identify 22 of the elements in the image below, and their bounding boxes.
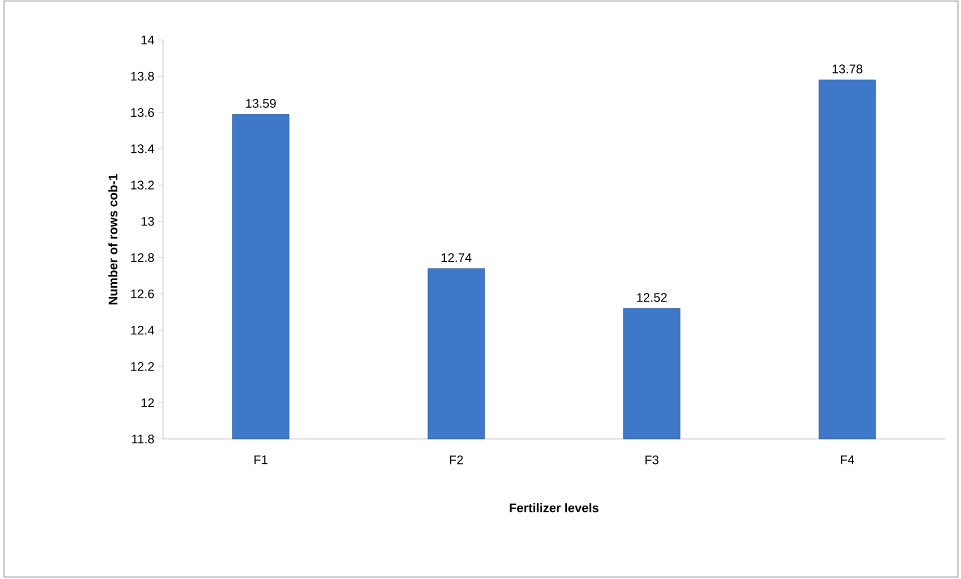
y-tick-label: 12 <box>142 398 154 408</box>
x-tick-label: F4 <box>841 456 854 464</box>
y-tick-label: 13.4 <box>131 144 154 154</box>
y-tick-label: 13.6 <box>131 108 154 117</box>
y-tick-label: 12.8 <box>131 253 154 262</box>
y-tick-label: 13.2 <box>131 180 154 190</box>
y-tick-label: 12.4 <box>131 326 154 335</box>
y-tick-label: 13 <box>142 216 154 226</box>
y-tick-label: 11.8 <box>132 434 154 444</box>
data-label: 13.78 <box>832 64 862 74</box>
data-label: 12.52 <box>637 293 667 302</box>
data-label: 13.59 <box>246 99 276 108</box>
x-tick-label: F3 <box>646 456 658 464</box>
y-tick-label: 14 <box>142 36 154 44</box>
x-tick-label: F2 <box>450 456 463 464</box>
y-tick-label: 13.8 <box>131 72 154 81</box>
y-axis-title: Number of rows cob-1 <box>108 174 118 304</box>
x-axis-title: Fertilizer levels <box>510 503 598 512</box>
y-tick-label: 12.6 <box>131 289 154 298</box>
data-label: 12.74 <box>442 253 472 262</box>
y-tick-label: 12.2 <box>131 362 154 371</box>
x-tick-label: F1 <box>254 456 268 464</box>
